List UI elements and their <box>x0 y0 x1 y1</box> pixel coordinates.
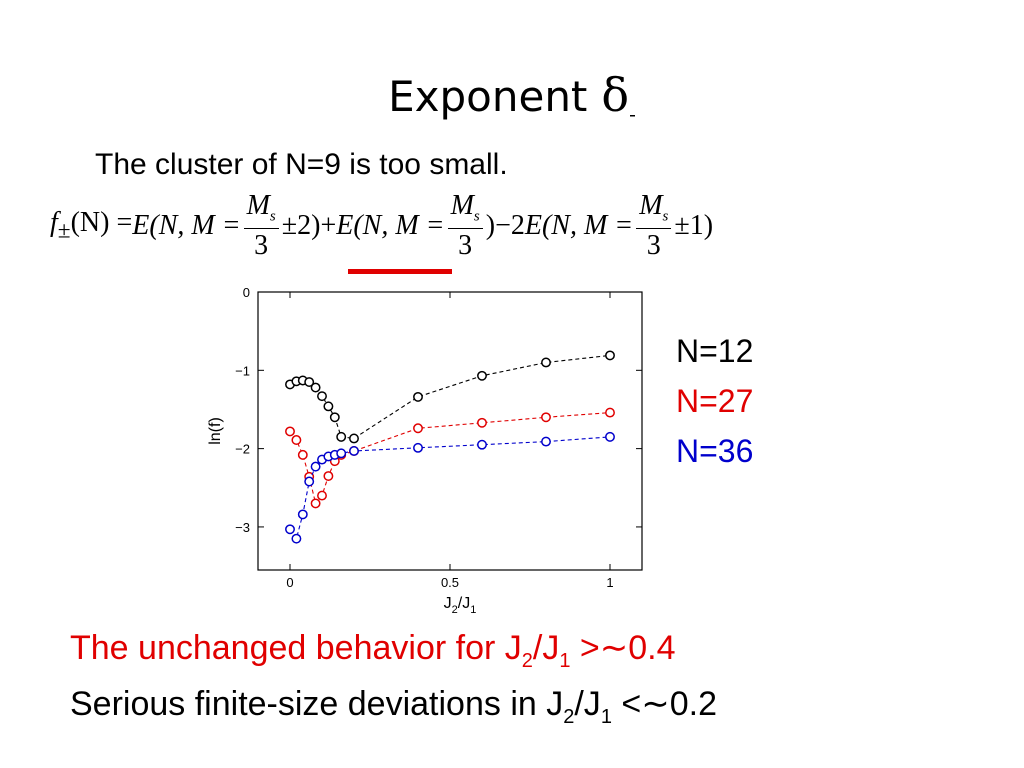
note1-text-b: /J <box>532 629 560 667</box>
frac-num-sub: s <box>662 208 669 225</box>
series-0-point <box>310 382 321 393</box>
title-text: Exponent <box>388 72 588 121</box>
series-1-point <box>541 412 551 423</box>
series-1-point <box>291 435 302 445</box>
note1-text-c: >∼0.4 <box>570 629 676 667</box>
series-0-point <box>413 391 423 402</box>
formula-fraction-1: Ms 3 <box>243 190 279 261</box>
slide-title: Exponent δ- <box>0 68 1024 126</box>
series-2-point <box>336 448 347 459</box>
series-1-point <box>323 471 334 481</box>
formula-fraction-2: Ms 3 <box>447 190 483 261</box>
series-2-point <box>477 439 487 450</box>
frac-num: M <box>450 190 474 222</box>
note2-text-a: Serious finite-size deviations in J <box>70 685 564 723</box>
series-1-point <box>310 498 321 509</box>
frac-num: M <box>639 190 663 222</box>
legend-n12: N=12 <box>676 333 754 369</box>
series-2-point <box>297 509 308 520</box>
x-axis-label: J2/J1 <box>444 595 477 616</box>
series-2-point <box>605 431 615 442</box>
series-0-point <box>304 377 315 388</box>
frac-den: 3 <box>646 229 661 261</box>
delta-symbol: δ- <box>601 68 635 126</box>
note1-sub2: 1 <box>559 649 571 672</box>
formula-term1-suffix: ±2)+ <box>281 210 337 241</box>
series-0-point <box>605 350 615 361</box>
series-0-point <box>317 391 327 402</box>
series-1-point <box>285 426 295 437</box>
formula-term2-prefix: E(N, M = <box>336 210 445 241</box>
series-2-point <box>413 442 423 453</box>
y-tick-label: −3 <box>235 520 250 535</box>
plot-frame <box>257 291 643 571</box>
series-0-point <box>329 412 340 423</box>
y-tick-label: −1 <box>235 363 250 378</box>
note2-sub1: 2 <box>563 705 575 728</box>
formula-term1-prefix: E(N, M = <box>132 210 241 241</box>
frac-num: M <box>246 190 270 222</box>
formula-lhs: f±(N) = <box>50 207 132 245</box>
x-tick-label: 1 <box>606 575 613 590</box>
note1-text-a: The unchanged behavior for J <box>70 629 522 667</box>
formula-term3-suffix: ±1) <box>674 210 714 241</box>
formula-lhs-arg: (N) = <box>70 207 133 239</box>
series-1-point <box>605 407 615 418</box>
delta-glyph: δ <box>601 68 630 122</box>
x-tick-label: 0 <box>286 575 293 590</box>
legend-n27: N=27 <box>676 383 754 419</box>
note-unchanged-behavior: The unchanged behavior for J2/J1 >∼0.4 <box>70 628 676 673</box>
frac-num-sub: s <box>473 208 480 225</box>
formula-term2-suffix: )−2 <box>485 210 525 241</box>
subtitle: The cluster of N=9 is too small. <box>95 148 508 181</box>
formula-term3-prefix: E(N, M = <box>524 210 634 241</box>
note-finite-size: Serious finite-size deviations in J2/J1 … <box>70 684 717 729</box>
formula-f: f <box>50 207 58 239</box>
series-1-point <box>413 423 423 434</box>
y-tick-label: 0 <box>243 285 250 300</box>
x-tick-label: 0.5 <box>441 575 459 590</box>
series-2-point <box>349 446 359 456</box>
y-axis-label: ln(f) <box>207 417 224 445</box>
legend-n36: N=36 <box>676 433 754 469</box>
note2-text-b: /J <box>574 685 601 723</box>
note1-sub1: 2 <box>521 649 533 672</box>
frac-den: 3 <box>254 229 269 261</box>
series-1-point <box>317 490 327 501</box>
series-0-point <box>323 401 334 412</box>
note2-sub2: 1 <box>600 705 612 728</box>
formula-fraction-3: Ms 3 <box>636 190 672 261</box>
series-1-point <box>297 449 308 460</box>
formula-pm-sub: ± <box>57 217 71 244</box>
series-1-point <box>477 417 487 428</box>
highlight-underline <box>348 269 452 274</box>
series-2-point <box>304 476 315 487</box>
series-0-point <box>477 370 487 381</box>
delta-subscript: - <box>629 102 636 127</box>
series-2-point <box>285 524 295 535</box>
line-chart: 0 0.5 1 0 −1 −2 −3 J2/J1 ln(f) <box>207 285 643 616</box>
series-2-point <box>541 436 551 447</box>
series-0-point <box>336 431 347 442</box>
note2-text-c: <∼0.2 <box>611 685 717 723</box>
formula: f±(N) = E(N, M = Ms 3 ±2)+ E(N, M = Ms 3 )… <box>50 190 1005 262</box>
series-2-point <box>291 533 302 544</box>
series-2-point <box>310 461 321 472</box>
series-0-point <box>541 357 551 368</box>
series-0-point <box>349 433 359 444</box>
frac-den: 3 <box>458 229 473 261</box>
y-tick-label: −2 <box>235 442 250 457</box>
frac-num-sub: s <box>269 208 276 225</box>
